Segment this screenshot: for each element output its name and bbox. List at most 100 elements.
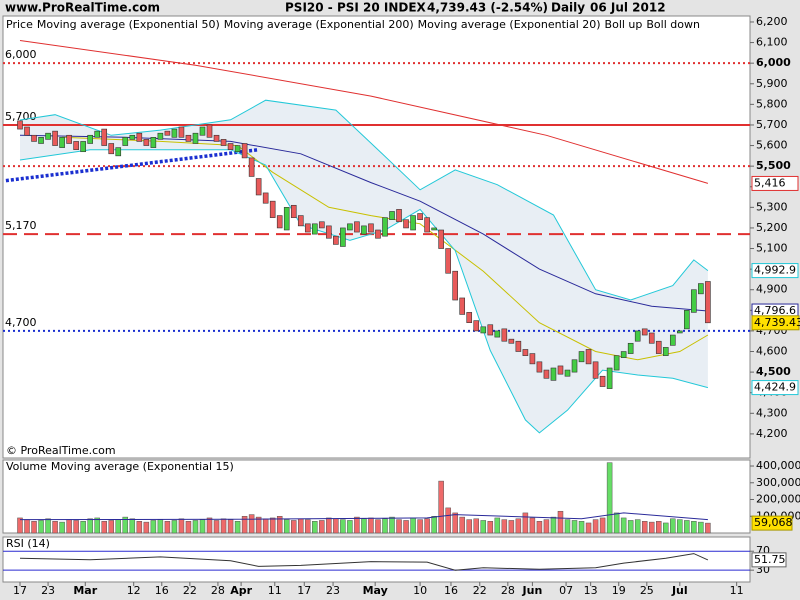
volume-bar xyxy=(550,516,557,534)
candle xyxy=(375,229,381,239)
candle xyxy=(38,137,44,144)
volume-bar xyxy=(613,512,620,534)
value-box xyxy=(751,315,800,331)
volume-bar xyxy=(178,518,185,534)
candle xyxy=(24,126,30,136)
volume-bar xyxy=(150,520,157,534)
volume-bar xyxy=(192,520,199,534)
candle xyxy=(445,248,451,274)
volume-bar xyxy=(319,520,325,534)
y-tick-label: 4,600 xyxy=(756,345,788,358)
candle xyxy=(494,330,501,338)
candle xyxy=(684,310,690,330)
x-tick-label: 17 xyxy=(297,584,311,597)
candle xyxy=(592,361,599,379)
candle xyxy=(333,235,339,245)
volume-bar xyxy=(108,520,114,534)
volume-bar xyxy=(634,519,641,534)
value-box xyxy=(751,175,799,191)
value-box xyxy=(751,380,799,396)
level-label: 6,000 xyxy=(5,48,37,61)
volume-bar xyxy=(705,522,711,534)
volume-bar xyxy=(45,518,51,534)
candle xyxy=(424,217,430,233)
volume-bar xyxy=(24,519,30,534)
volume-bar xyxy=(515,518,522,534)
x-tick-label: 11 xyxy=(268,584,282,597)
candle xyxy=(431,227,437,231)
candle xyxy=(319,221,325,229)
volume-bar xyxy=(501,519,508,534)
candle xyxy=(578,351,585,363)
candle xyxy=(438,229,444,249)
volume-bar xyxy=(382,518,388,534)
level-label: 4,700 xyxy=(5,316,37,329)
volume-bar xyxy=(129,518,136,534)
value-label: 4,796.6 xyxy=(754,304,796,317)
candle xyxy=(655,340,662,354)
candle xyxy=(66,134,72,144)
candle xyxy=(241,143,248,159)
candle xyxy=(698,283,704,295)
panel-title: RSI (14) xyxy=(6,537,50,550)
x-tick-label: May xyxy=(363,584,388,597)
volume-bar xyxy=(80,521,86,534)
candle xyxy=(487,324,494,336)
volume-bar xyxy=(305,519,311,534)
y-tick-label: 6,000 xyxy=(756,56,791,69)
volume-bar xyxy=(59,521,65,534)
volume-bar xyxy=(677,519,683,534)
candle xyxy=(115,147,122,157)
volume-bar xyxy=(473,518,479,534)
value-label: 51.75 xyxy=(754,553,786,566)
band-fill xyxy=(19,100,708,433)
candle xyxy=(269,200,276,218)
volume-bar xyxy=(269,517,276,534)
y-tick-label: 5,300 xyxy=(756,200,788,213)
candle xyxy=(31,134,37,142)
quote: 4,739.43 (-2.54%) xyxy=(427,1,548,15)
date: 06 Jul 2012 xyxy=(590,1,666,15)
candle xyxy=(641,328,648,336)
copyright: © ProRealTime.com xyxy=(6,444,116,457)
volume-bar xyxy=(529,517,536,534)
volume-bar xyxy=(606,462,613,534)
volume-bar xyxy=(185,521,192,534)
candle xyxy=(550,367,557,381)
candle xyxy=(677,330,683,334)
value-box xyxy=(751,515,793,531)
level-label: 5,700 xyxy=(5,110,37,123)
volume-bar xyxy=(508,520,515,534)
candle xyxy=(361,225,367,235)
x-tick-label: 07 xyxy=(559,584,573,597)
legend-item: Boll up xyxy=(605,18,643,31)
site[interactable]: www.ProRealTime.com xyxy=(5,1,160,15)
volume-bar xyxy=(445,507,451,534)
volume-bar xyxy=(368,517,374,534)
candle xyxy=(178,126,185,138)
volume-bar xyxy=(340,519,346,534)
volume-bar xyxy=(298,518,304,534)
candle xyxy=(290,204,297,218)
y-tick-label: 4,200 xyxy=(756,427,788,440)
x-tick-label: 19 xyxy=(612,584,626,597)
volume-bar xyxy=(424,518,430,534)
y-tick-label: 6,100 xyxy=(756,36,788,49)
value-box xyxy=(751,552,787,568)
volume-bar xyxy=(536,521,543,534)
candle xyxy=(543,369,550,379)
candle xyxy=(326,225,332,239)
candle xyxy=(691,289,697,313)
candle xyxy=(87,134,93,144)
legend-item: Boll down xyxy=(646,18,700,31)
x-tick-label: 23 xyxy=(326,584,340,597)
volume-bar xyxy=(220,518,227,534)
y-tick-label: 5,800 xyxy=(756,97,788,110)
y-tick-label: 400,000 xyxy=(756,459,800,472)
volume-bar xyxy=(333,518,339,534)
volume-bar xyxy=(206,517,213,534)
volume-bar xyxy=(578,521,585,534)
candle xyxy=(501,328,508,342)
candle xyxy=(248,157,255,177)
volume-bar xyxy=(557,510,564,534)
